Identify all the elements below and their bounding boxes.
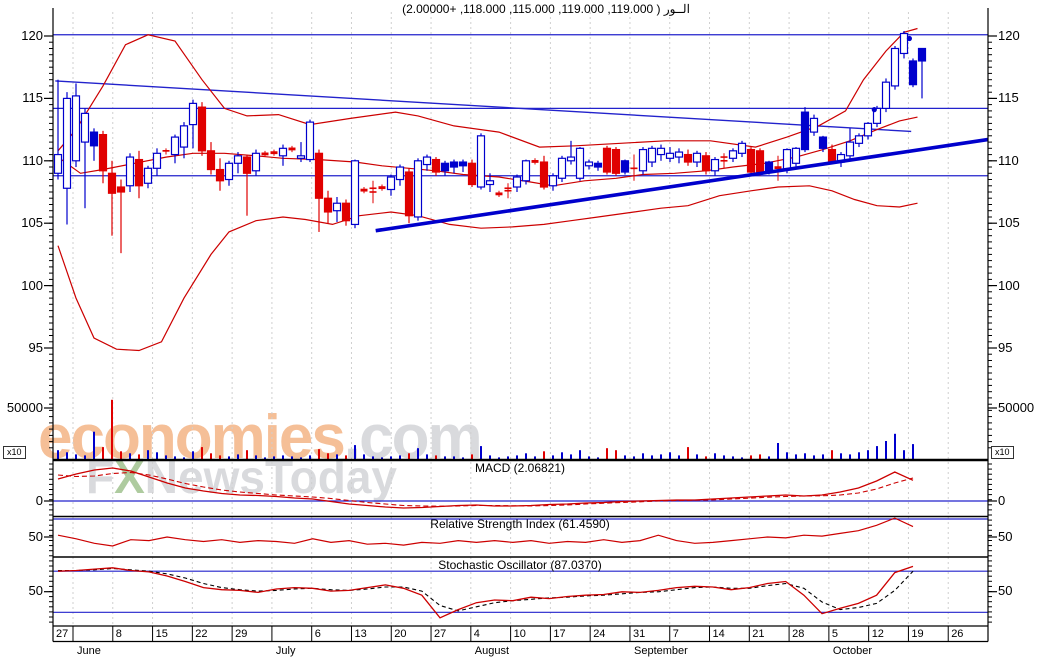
- x-axis-day-label: 5: [831, 628, 839, 640]
- macd-zero-label-right: 0: [998, 493, 1006, 508]
- x-axis-month-label: August: [474, 645, 510, 657]
- x-axis-day-label: 20: [394, 628, 407, 640]
- stoch-pane-title: Stochastic Oscillator (87.0370): [438, 558, 602, 572]
- volume-multiplier-left: x10: [3, 446, 26, 459]
- chart-title: الــور ( 119.000, 119.000, 115.000, 118.…: [402, 2, 690, 16]
- x-axis-day-label: 6: [314, 628, 321, 640]
- x-axis-day-label: 8: [115, 628, 122, 640]
- volume-multiplier-right: x10: [991, 446, 1014, 459]
- x-axis-day-label: 22: [195, 628, 208, 640]
- x-axis-day-label: 29: [235, 628, 248, 640]
- price-axis-label-right: 105: [998, 215, 1020, 231]
- price-axis-label-left: 120: [21, 28, 43, 43]
- x-axis-day-label: 31: [633, 628, 646, 640]
- x-axis-day-label: 4: [473, 628, 480, 640]
- x-axis-day-label: 21: [752, 628, 765, 640]
- ohlc-summary: ( 119.000, 119.000, 115.000, 118.000, +2…: [402, 2, 661, 16]
- price-axis-label-left: 100: [21, 277, 43, 293]
- x-axis-day-label: 12: [871, 628, 884, 640]
- stoch-mid-label-right: 50: [998, 583, 1013, 598]
- price-axis-label-left: 105: [21, 215, 43, 231]
- x-axis-day-label: 28: [792, 628, 805, 640]
- x-axis-month-label: October: [832, 645, 873, 657]
- price-axis-label-right: 110: [998, 152, 1019, 168]
- x-axis-day-label: 13: [354, 628, 367, 640]
- rsi-pane-title: Relative Strength Index (61.4590): [430, 517, 610, 531]
- price-axis-label-left: 110: [22, 152, 43, 168]
- x-axis-month-label: July: [275, 645, 296, 657]
- macd-zero-label-left: 0: [35, 493, 43, 508]
- x-axis-day-label: 17: [553, 628, 566, 640]
- volume-axis-label-left: 50000: [6, 400, 43, 415]
- x-axis-day-label: 7: [672, 628, 679, 640]
- price-axis-label-left: 95: [28, 340, 43, 355]
- stoch-mid-label-left: 50: [28, 583, 43, 598]
- price-axis-label-right: 100: [998, 277, 1020, 293]
- x-axis-month-label: September: [634, 645, 688, 657]
- price-axis-label-right: 120: [998, 28, 1020, 43]
- x-axis-day-label: 26: [951, 628, 964, 640]
- x-axis-day-label: 14: [712, 628, 725, 640]
- price-axis-label-right: 95: [998, 340, 1013, 355]
- rsi-mid-label-left: 50: [28, 529, 43, 544]
- x-axis-day-label: 27: [56, 628, 69, 640]
- price-axis-label-left: 115: [22, 90, 43, 106]
- x-axis-day-label: 15: [155, 628, 168, 640]
- x-axis-month-label: June: [77, 645, 101, 657]
- x-axis-day-label: 27: [434, 628, 447, 640]
- x-axis-day-label: 19: [911, 628, 924, 640]
- macd-pane-title: MACD (2.06821): [474, 461, 566, 475]
- x-axis-day-label: 24: [593, 628, 606, 640]
- volume-axis-label-right: 50000: [998, 400, 1035, 415]
- x-axis-day-label: 10: [513, 628, 526, 640]
- rsi-mid-label-right: 50: [998, 529, 1013, 544]
- price-axis-label-right: 115: [998, 90, 1019, 106]
- security-name: الــور: [663, 2, 690, 16]
